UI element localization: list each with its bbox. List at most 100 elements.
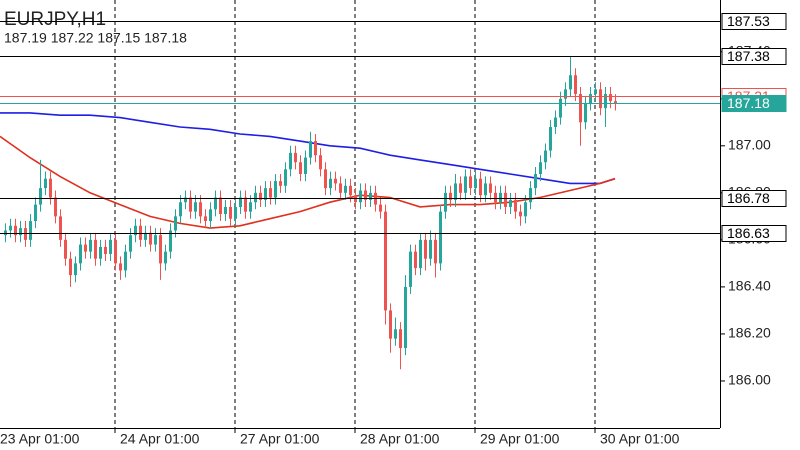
candle-body [139,225,142,240]
price-level-label-box [721,48,787,65]
candle-body [499,192,502,203]
candle-body [29,221,32,240]
candle-body [309,141,312,158]
candle-body [384,211,387,311]
candle-body [194,202,197,212]
candle-body [54,197,57,217]
candle-body [304,157,307,175]
candle-body [269,188,272,198]
candle-body [179,202,182,217]
candle-body [144,232,147,240]
candle-body [434,239,437,264]
candle-body [274,181,277,198]
candle-body [449,192,452,200]
candle-body [584,103,587,123]
candle-body [464,176,467,193]
candle-body [564,89,567,99]
price-level-label: 186.78 [727,190,770,206]
candle-body [609,94,612,102]
candle-body [299,162,302,175]
candle-body [164,251,167,264]
candle-body [524,202,527,217]
candle-body [99,246,102,259]
candle-body [214,197,217,210]
candle-body [514,199,517,212]
candle-body [109,239,112,254]
candle-body [49,178,52,198]
candle-body [79,244,82,264]
price-level-label: 187.53 [727,13,770,29]
candle-body [404,286,407,349]
candle-body [569,75,572,90]
candle-body [319,155,322,170]
x-tick-label: 23 Apr 01:00 [0,431,80,447]
candle-body [209,209,212,222]
candle-body [229,206,232,219]
x-tick-label: 24 Apr 01:00 [120,431,200,447]
candle-body [494,192,497,203]
candle-body [169,230,172,252]
candle-body [349,185,352,196]
candle-body [39,188,42,205]
candle-body [509,199,512,207]
candle-body [234,206,237,219]
x-tick-label: 29 Apr 01:00 [480,431,560,447]
candle-body [14,225,17,236]
candle-body [454,183,457,200]
candle-body [549,126,552,151]
candle-body [189,197,192,212]
candle-body [119,263,122,271]
candle-body [324,169,327,189]
candle-body [294,152,297,163]
candle-body [94,239,97,259]
x-tick-label: 28 Apr 01:00 [360,431,440,447]
candle-body [9,225,12,231]
ask-label: 187.18 [727,95,770,111]
candle-body [359,190,362,203]
candle-body [329,178,332,189]
candle-body [389,310,392,339]
y-tick-label: 186.00 [728,372,771,388]
candle-body [264,188,267,200]
candle-body [409,251,412,287]
candle-body [419,239,422,269]
candle-body [284,169,287,186]
price-level-label-box [721,225,787,242]
ohlc-text: 187.19 187.22 187.15 187.18 [4,30,187,46]
candle-body [579,94,582,123]
candle-body [519,211,522,217]
candle-body [159,235,162,264]
candle-body [534,174,537,189]
price-level-label-box [721,190,787,207]
candle-body [254,192,257,203]
candle-body [84,244,87,252]
candle-body [89,239,92,252]
candle-body [19,228,22,236]
candle-body [479,178,482,196]
chart-title: EURJPY,H1 [4,9,106,30]
candle-body [604,94,607,109]
candle-body [74,263,77,276]
candle-body [439,211,442,264]
candle-body [289,152,292,170]
candle-body [154,235,157,245]
candle-body [599,89,602,109]
y-tick-label: 187.00 [728,137,771,153]
candle-body [544,150,547,163]
candle-body [149,232,152,245]
x-tick-label: 27 Apr 01:00 [240,431,320,447]
candle-body [314,141,317,156]
candle-body [64,239,67,259]
candle-body [249,202,252,212]
candle-body [244,197,247,212]
candle-body [184,197,187,203]
candle-body [279,181,282,186]
candle-body [459,183,462,193]
candle-body [529,188,532,203]
candle-body [364,190,367,200]
candle-body [219,197,222,214]
candle-body [344,185,347,193]
price-level-label: 186.63 [727,225,770,241]
candle-body [539,162,542,175]
